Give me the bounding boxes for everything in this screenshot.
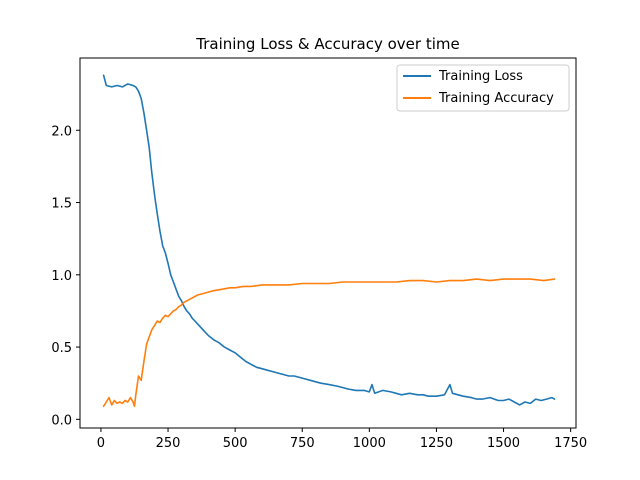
y-tick-label: 1.0 (51, 269, 72, 284)
series-layer (102, 74, 556, 408)
series-line-training-loss (102, 74, 556, 406)
x-tick-label: 0 (97, 436, 105, 451)
x-tick-label: 1750 (554, 436, 587, 451)
x-tick-label: 500 (223, 436, 248, 451)
chart-title: Training Loss & Accuracy over time (195, 35, 459, 53)
x-tick-label: 1000 (353, 436, 386, 451)
series-line-training-accuracy (102, 278, 556, 408)
x-tick-label: 750 (290, 436, 315, 451)
x-tick-label: 1250 (420, 436, 453, 451)
y-tick-label: 0.5 (51, 341, 72, 356)
legend-box (396, 64, 570, 112)
y-tick-label: 1.5 (51, 197, 72, 212)
legend-label-training-loss: Training Loss (438, 69, 523, 84)
legend: Training Loss Training Accuracy (396, 64, 570, 112)
x-tick-label: 1500 (487, 436, 520, 451)
legend-label-training-accuracy: Training Accuracy (438, 91, 554, 106)
plot-frame (79, 57, 577, 429)
x-tick-label: 250 (156, 436, 181, 451)
y-tick-label: 0.0 (51, 413, 72, 428)
axis-layer: 0 250 500 750 1000 1250 1500 1750 0.0 0.5 1.0 1.5 2.… (51, 124, 587, 451)
y-tick-label: 2.0 (51, 124, 72, 139)
